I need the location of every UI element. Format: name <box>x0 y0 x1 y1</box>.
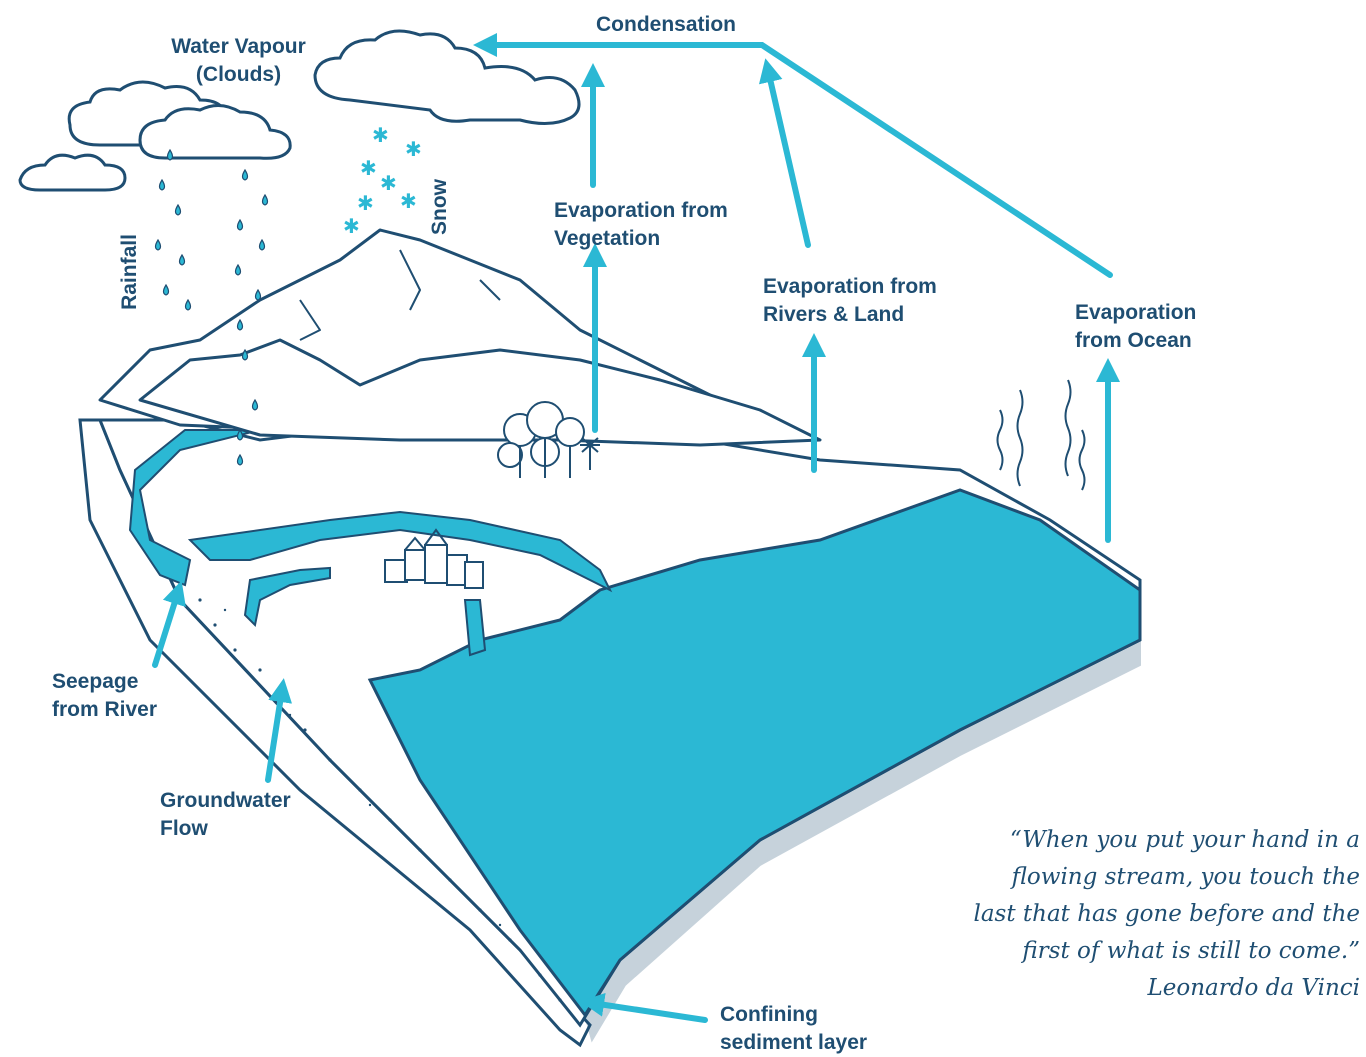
arrow-groundwater <box>265 678 293 783</box>
cloud-right <box>313 29 581 125</box>
svg-text:✱: ✱ <box>360 156 377 180</box>
river <box>128 429 261 587</box>
svg-text:✱: ✱ <box>343 214 360 238</box>
rainfall-label: Rainfall <box>118 234 142 310</box>
svg-text:✱: ✱ <box>380 171 397 195</box>
evap-rivers-line-1: Evaporation from <box>763 275 937 298</box>
arrow-rivers-upper <box>758 58 811 248</box>
confining-label: Confining sediment layer <box>720 1001 867 1057</box>
snowflakes: ✱✱ ✱✱ ✱ ✱ ✱ <box>343 123 422 238</box>
rainfall-text: Rainfall <box>117 234 141 310</box>
quote-line-3: last that has gone before and the <box>973 901 1360 927</box>
svg-text:✱: ✱ <box>400 189 417 213</box>
condensation-text: Condensation <box>596 13 736 36</box>
confining-line-2: sediment layer <box>720 1031 868 1054</box>
svg-text:✱: ✱ <box>405 137 422 161</box>
mountains <box>98 228 822 447</box>
arrows <box>152 33 1120 1023</box>
snow-label: Snow <box>428 179 452 235</box>
cloud-left <box>18 153 127 192</box>
evap-ocean-line-2: from Ocean <box>1075 329 1192 352</box>
groundwater-label: Groundwater Flow <box>160 787 291 843</box>
arrow-seepage <box>152 580 186 668</box>
arrow-confining <box>580 992 708 1023</box>
trees <box>497 401 600 478</box>
condensation-arrow <box>473 33 1113 278</box>
svg-text:✱: ✱ <box>372 123 389 147</box>
groundwater-line-2: Flow <box>160 817 208 840</box>
ocean <box>367 488 1142 1018</box>
water-vapour-line-1: Water Vapour <box>171 35 306 58</box>
seepage-label: Seepage from River <box>52 668 157 724</box>
water-vapour-label: Water Vapour (Clouds) <box>156 33 321 89</box>
river-outlet <box>463 599 487 657</box>
evap-rivers-label: Evaporation from Rivers & Land <box>763 273 937 329</box>
snow-text: Snow <box>428 179 451 235</box>
quote-line-4: first of what is still to come.” <box>1022 938 1360 964</box>
seepage-line-2: from River <box>52 698 158 721</box>
cloud-middle-2 <box>138 104 292 160</box>
evap-vegetation-line-2: Vegetation <box>554 227 661 250</box>
river-stream <box>243 566 331 628</box>
evap-vegetation-line-1: Evaporation from <box>554 199 728 222</box>
condensation-label: Condensation <box>596 11 736 39</box>
water-vapour-line-2: (Clouds) <box>195 63 282 86</box>
land-block <box>78 418 1142 1048</box>
clouds <box>18 29 581 192</box>
town-buildings <box>384 528 484 589</box>
da-vinci-quote: “When you put your hand in a flowing str… <box>890 822 1360 1007</box>
evap-rivers-line-2: Rivers & Land <box>763 303 905 326</box>
heat-waves <box>996 379 1086 491</box>
quote-line-2: flowing stream, you touch the <box>1011 864 1360 890</box>
quote-line-1: “When you put your hand in a <box>1009 827 1360 853</box>
groundwater-line-1: Groundwater <box>160 789 291 812</box>
seepage-line-1: Seepage <box>52 670 139 693</box>
quote-author: Leonardo da Vinci <box>1147 975 1361 1001</box>
evap-ocean-line-1: Evaporation <box>1075 301 1197 324</box>
svg-text:✱: ✱ <box>357 191 374 215</box>
confining-line-1: Confining <box>720 1003 818 1026</box>
evap-ocean-label: Evaporation from Ocean <box>1075 299 1196 355</box>
river-branch <box>187 510 613 593</box>
evap-vegetation-label: Evaporation from Vegetation <box>554 197 728 253</box>
rain-drops <box>154 148 269 466</box>
